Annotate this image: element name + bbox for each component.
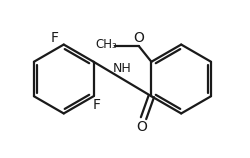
Text: CH₃: CH₃ (95, 38, 117, 51)
Text: F: F (93, 98, 101, 112)
Text: NH: NH (113, 61, 132, 75)
Text: O: O (134, 31, 144, 45)
Text: O: O (136, 120, 147, 134)
Text: F: F (50, 31, 58, 45)
